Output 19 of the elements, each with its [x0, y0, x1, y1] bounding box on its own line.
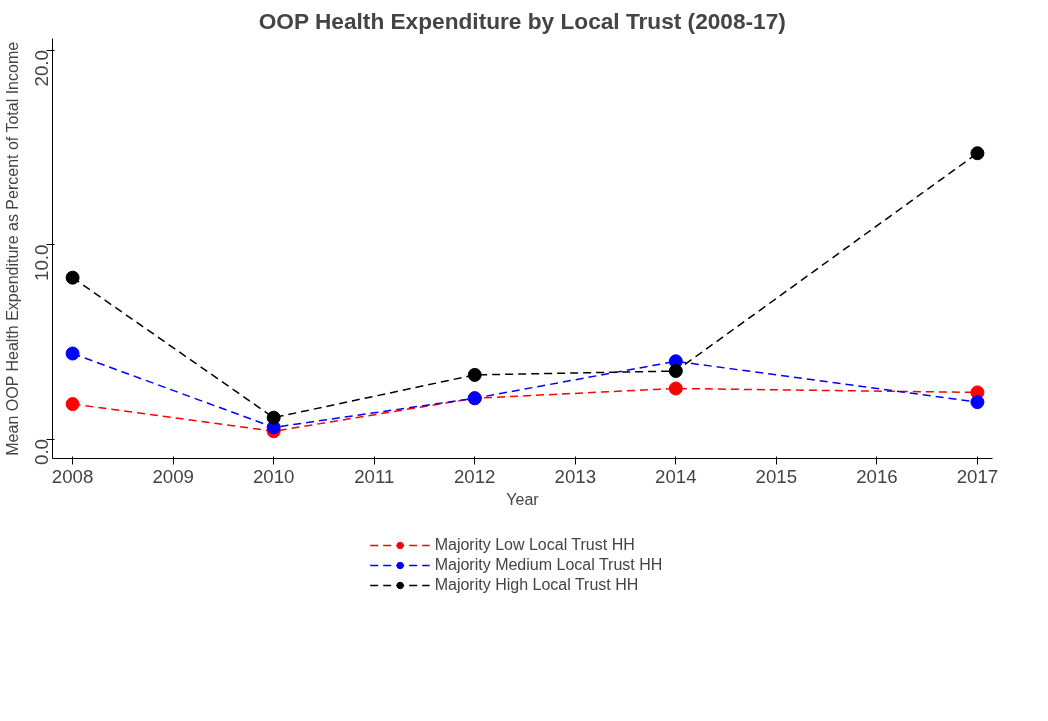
- x-tick-label: 2013: [554, 465, 597, 487]
- legend-label: Majority Medium Local Trust HH: [434, 556, 663, 574]
- legend-label: Majority High Local Trust HH: [434, 576, 639, 594]
- x-tick-label: 2008: [51, 465, 94, 487]
- x-tick-label: 2016: [856, 465, 898, 487]
- x-tick-label: 2015: [755, 465, 798, 487]
- x-tick-label: 2011: [354, 465, 395, 487]
- x-tick-label: 2017: [956, 465, 999, 487]
- x-tick-label: 2014: [655, 465, 697, 487]
- y-tick-label: 10.0: [31, 244, 52, 281]
- y-tick-label: 0.0: [31, 439, 52, 465]
- x-tick-label: 2010: [252, 465, 295, 487]
- legend-label: Majority Low Local Trust HH: [434, 536, 635, 554]
- y-axis-title: Mean OOP Health Expenditure as Percent of Total Income: [3, 41, 21, 456]
- x-tick-label: 2012: [453, 465, 496, 487]
- chart-title: OOP Health Expenditure by Local Trust (2008-17): [258, 7, 786, 34]
- x-axis-title: Year: [506, 490, 540, 508]
- y-tick-label: 20.0: [31, 50, 52, 87]
- x-tick-label: 2009: [152, 465, 194, 487]
